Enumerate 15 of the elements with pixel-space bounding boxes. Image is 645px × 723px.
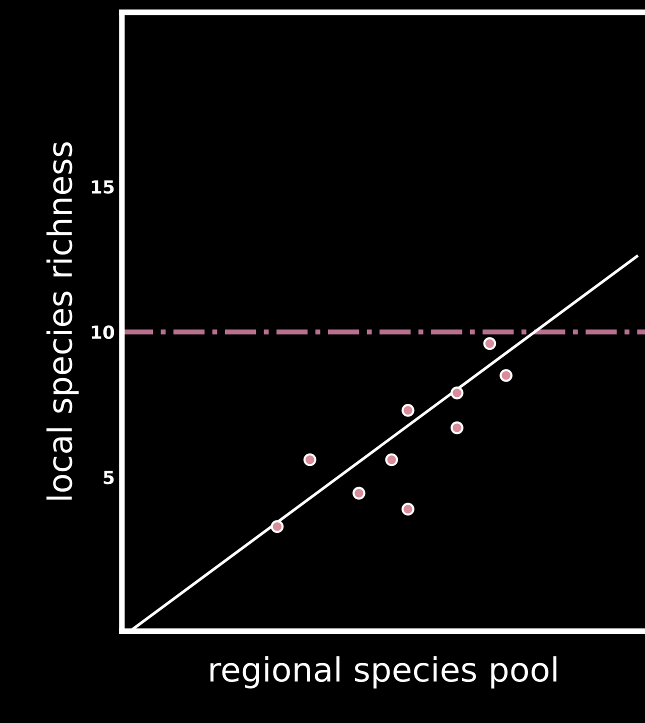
- y-tick-label: 10: [92, 325, 114, 340]
- point: [483, 337, 496, 350]
- y-axis-title: local species richness: [46, 142, 79, 500]
- point: [385, 453, 398, 466]
- y-tick-label: 5: [104, 470, 114, 484]
- point: [450, 421, 464, 434]
- point: [450, 386, 464, 400]
- point: [352, 486, 366, 500]
- point: [500, 369, 512, 382]
- y-tick-label: 15: [92, 180, 114, 194]
- x-axis-title: regional species pool: [210, 656, 556, 688]
- point: [402, 502, 414, 516]
- point: [303, 453, 316, 466]
- point: [270, 520, 284, 533]
- point: [402, 404, 414, 417]
